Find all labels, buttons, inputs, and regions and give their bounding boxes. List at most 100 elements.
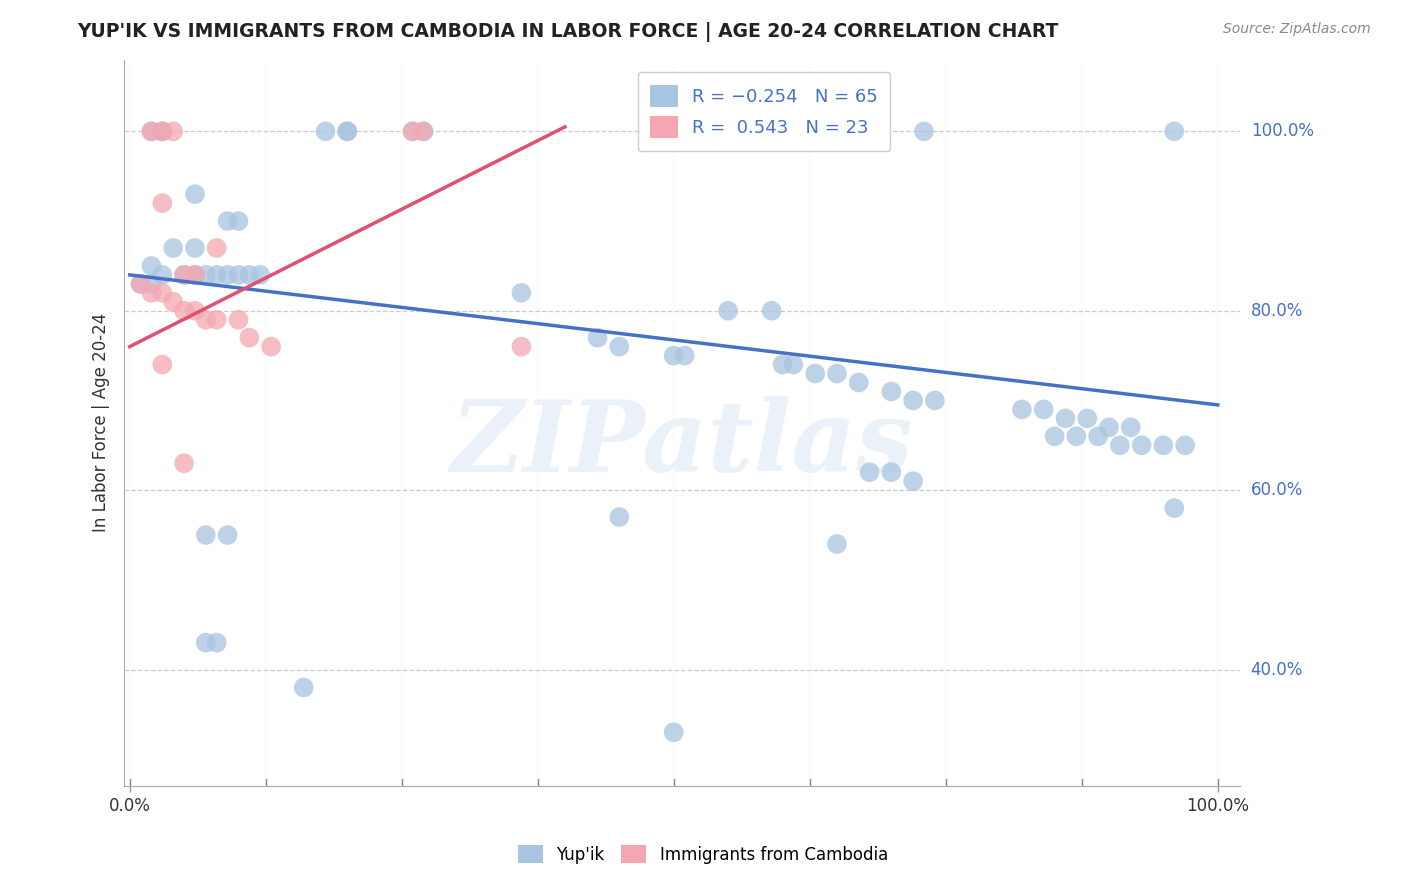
Point (1087, 429, 1109, 443)
Point (194, 528, 217, 542)
Point (412, 124, 434, 138)
Point (162, 294, 184, 309)
Point (249, 268, 271, 282)
Point (1054, 411, 1077, 425)
Point (129, 277, 152, 291)
Point (141, 124, 163, 138)
Point (150, 196, 173, 211)
Legend: R = −0.254   N = 65, R =  0.543   N = 23: R = −0.254 N = 65, R = 0.543 N = 23 (638, 72, 890, 151)
Point (1108, 438, 1130, 452)
Point (292, 681, 315, 695)
Point (1011, 402, 1033, 417)
Point (804, 367, 827, 381)
Point (401, 124, 423, 138)
Point (880, 384, 903, 399)
Point (1130, 438, 1153, 452)
Point (194, 312, 217, 326)
Point (510, 285, 533, 300)
Point (1066, 429, 1088, 443)
Point (772, 358, 794, 372)
Point (1163, 501, 1185, 516)
Point (173, 456, 195, 470)
Text: Source: ZipAtlas.com: Source: ZipAtlas.com (1223, 22, 1371, 37)
Point (184, 241, 207, 255)
Point (260, 340, 283, 354)
Point (194, 268, 217, 282)
Legend: Yup'ik, Immigrants from Cambodia: Yup'ik, Immigrants from Cambodia (512, 838, 894, 871)
Text: 80.0%: 80.0% (1251, 301, 1303, 319)
Point (858, 465, 880, 479)
Point (401, 124, 423, 138)
Point (150, 268, 173, 282)
Point (150, 124, 173, 138)
Point (673, 349, 696, 363)
Point (901, 393, 924, 408)
Point (924, 393, 946, 408)
Point (607, 510, 630, 524)
Point (141, 124, 163, 138)
Point (586, 331, 609, 345)
Point (238, 268, 260, 282)
Text: YUP'IK VS IMMIGRANTS FROM CAMBODIA IN LABOR FORCE | AGE 20-24 CORRELATION CHART: YUP'IK VS IMMIGRANTS FROM CAMBODIA IN LA… (77, 22, 1059, 42)
Point (662, 349, 685, 363)
Point (336, 124, 359, 138)
Point (217, 528, 239, 542)
Point (184, 303, 207, 318)
Text: 60.0%: 60.0% (1251, 481, 1303, 500)
Point (1032, 402, 1054, 417)
Point (205, 268, 228, 282)
Point (825, 367, 848, 381)
Point (782, 358, 804, 372)
Point (150, 124, 173, 138)
Point (336, 124, 359, 138)
Point (217, 214, 239, 228)
Point (194, 635, 217, 649)
Point (510, 340, 533, 354)
Point (717, 303, 740, 318)
Point (205, 241, 228, 255)
Point (228, 312, 250, 326)
Point (228, 268, 250, 282)
Point (880, 465, 903, 479)
Point (162, 241, 184, 255)
Point (1098, 420, 1121, 434)
Point (1174, 438, 1197, 452)
Point (141, 285, 163, 300)
Point (150, 358, 173, 372)
Point (607, 340, 630, 354)
Point (217, 268, 239, 282)
Point (173, 268, 195, 282)
Point (901, 474, 924, 488)
Text: 100.0%: 100.0% (1251, 122, 1313, 140)
Point (173, 268, 195, 282)
Point (184, 187, 207, 202)
Point (1152, 438, 1174, 452)
Point (141, 277, 163, 291)
Point (228, 214, 250, 228)
Point (412, 124, 434, 138)
Point (1163, 124, 1185, 138)
Point (662, 725, 685, 739)
Point (205, 635, 228, 649)
Point (184, 268, 207, 282)
Point (1076, 411, 1098, 425)
Text: 40.0%: 40.0% (1251, 661, 1303, 679)
Point (129, 277, 152, 291)
Point (238, 331, 260, 345)
Text: ZIPatlas: ZIPatlas (451, 396, 912, 493)
Point (315, 124, 337, 138)
Y-axis label: In Labor Force | Age 20-24: In Labor Force | Age 20-24 (93, 313, 110, 533)
Point (912, 124, 935, 138)
Point (150, 285, 173, 300)
Point (162, 124, 184, 138)
Point (825, 537, 848, 551)
Point (173, 303, 195, 318)
Point (1043, 429, 1066, 443)
Point (205, 312, 228, 326)
Point (1119, 420, 1142, 434)
Point (184, 268, 207, 282)
Point (761, 303, 783, 318)
Point (141, 259, 163, 273)
Point (150, 124, 173, 138)
Point (848, 376, 870, 390)
